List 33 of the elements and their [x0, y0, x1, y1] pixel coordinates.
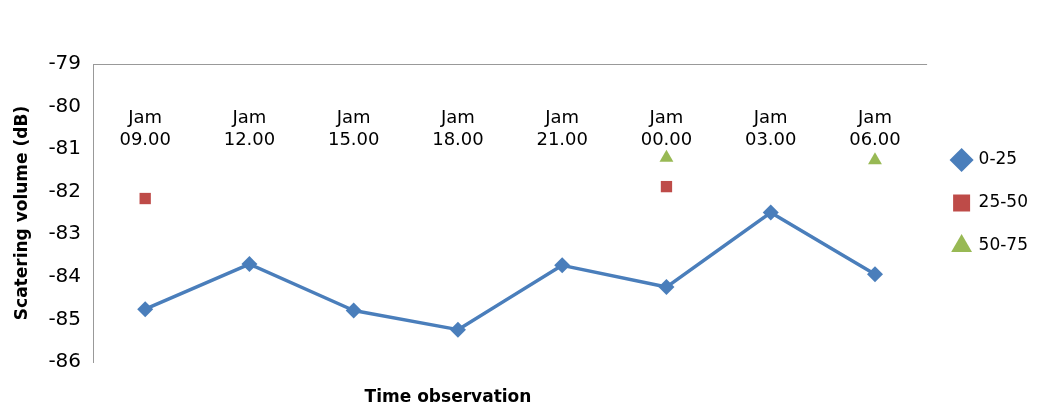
x-tick-label: Jam 15.00: [327, 106, 380, 149]
y-tick-label: -84: [48, 263, 82, 288]
y-tick-label: -83: [48, 220, 82, 245]
point: [345, 302, 362, 319]
point: [139, 192, 151, 205]
legend-label: 25-50: [978, 191, 1029, 212]
x-tick-label: Jam 18.00: [432, 106, 484, 149]
x-tick-label: Jam 06.00: [849, 106, 901, 149]
x-axis-title: Time observation: [363, 386, 533, 406]
point: [137, 301, 154, 318]
point: [658, 279, 675, 296]
x-tick-label: Jam 09.00: [119, 106, 171, 149]
point: [868, 152, 882, 165]
point: [659, 149, 674, 162]
x-tick-label: Jam 03.00: [744, 106, 797, 149]
y-tick-label: -85: [48, 305, 82, 330]
point: [554, 257, 571, 274]
point: [866, 266, 883, 283]
y-tick-label: -86: [48, 348, 82, 373]
x-tick-label: Jam 12.00: [223, 106, 276, 149]
x-tick-label: Jam 21.00: [536, 106, 588, 149]
point: [241, 256, 258, 273]
legend-label: 0-25: [978, 148, 1018, 169]
y-tick-label: -79: [48, 50, 82, 75]
point: [660, 180, 673, 193]
point: [762, 204, 779, 221]
y-tick-label: -81: [48, 135, 82, 160]
y-tick-label: -82: [48, 177, 82, 202]
y-axis-title: Scatering volume (dB): [10, 105, 31, 321]
legend-label: 50-75: [978, 234, 1029, 255]
point: [449, 321, 466, 338]
x-tick-label: Jam 00.00: [640, 106, 693, 149]
y-tick-label: -80: [48, 92, 82, 117]
